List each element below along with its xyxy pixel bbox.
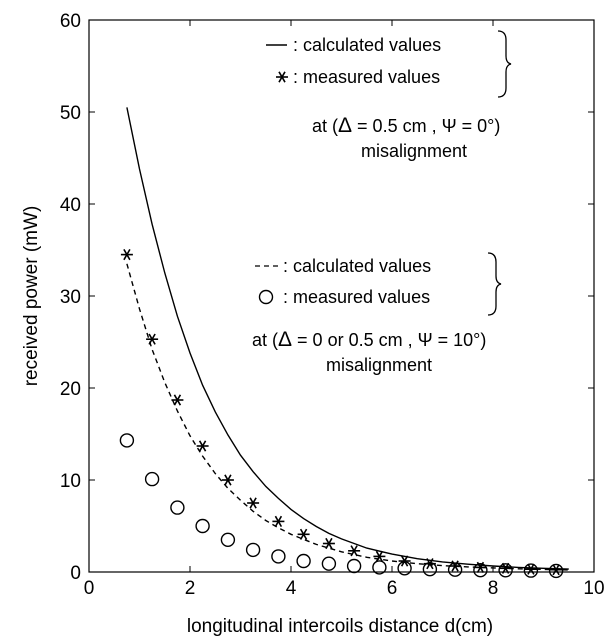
- circle-point: [321, 556, 337, 571]
- circle-point: [245, 542, 261, 558]
- y-tick-label: 10: [60, 471, 81, 492]
- circle-point: [119, 433, 135, 448]
- condition-label-2: at (Δ = 0 or 0.5 cm , Ψ = 10°): [252, 328, 486, 351]
- series-calc_psi0: [126, 107, 569, 570]
- legend-circle-icon: [258, 289, 274, 305]
- asterisk-point: [297, 528, 310, 540]
- series-meas_psi10: [119, 433, 564, 579]
- asterisk-point: [196, 440, 209, 452]
- circle-point: [372, 560, 387, 575]
- series-line-calc_psi10: [126, 263, 569, 571]
- circle-point: [523, 563, 539, 578]
- y-axis-ticks: 0 10 20 30 40 50 60: [60, 11, 594, 584]
- asterisk-point: [120, 249, 133, 261]
- condition-label-1: at (Δ = 0.5 cm , Ψ = 0°): [312, 114, 500, 137]
- y-tick-label: 50: [60, 103, 81, 124]
- circle-point: [271, 549, 286, 564]
- brace-icon: [487, 252, 502, 316]
- misalignment-label-1: misalignment: [361, 141, 467, 161]
- legend-calculated-label-1: : calculated values: [293, 35, 441, 55]
- legend-calculated-label-2: : calculated values: [283, 256, 431, 276]
- circle-point: [144, 471, 160, 487]
- x-tick-label: 4: [286, 578, 297, 599]
- legend-measured-label-2: : measured values: [283, 287, 430, 307]
- circle-point: [220, 532, 236, 547]
- asterisk-point: [272, 515, 285, 527]
- annotation-group-2: : calculated values : measured values at…: [252, 252, 502, 375]
- series-line-calc_psi0: [126, 107, 569, 570]
- misalignment-label-2: misalignment: [326, 355, 432, 375]
- asterisk-point: [398, 555, 411, 567]
- x-tick-label: 0: [84, 578, 95, 599]
- asterisk-point: [221, 474, 234, 486]
- y-tick-label: 60: [60, 11, 81, 32]
- legend-asterisk-icon: [276, 71, 288, 83]
- circle-point: [346, 558, 362, 574]
- x-axis-ticks: 0 2 4 6 8 10: [84, 20, 605, 599]
- y-tick-label: 0: [70, 563, 81, 584]
- x-tick-label: 8: [488, 578, 499, 599]
- y-axis-title: received power (mW): [21, 206, 42, 387]
- series-calc_psi10: [126, 263, 569, 571]
- circle-point: [548, 563, 564, 579]
- x-tick-label: 10: [583, 578, 604, 599]
- circle-point: [195, 518, 210, 534]
- circle-point: [447, 562, 463, 577]
- circle-point: [422, 562, 438, 577]
- series-meas_psi0: [120, 249, 563, 576]
- y-tick-label: 30: [60, 287, 81, 308]
- x-tick-label: 6: [387, 578, 398, 599]
- y-tick-label: 20: [60, 379, 81, 400]
- x-axis-title: longitudinal intercoils distance d(cm): [187, 616, 493, 637]
- circle-point: [170, 500, 185, 515]
- series-layer: [119, 107, 569, 579]
- brace-icon: [497, 30, 512, 98]
- asterisk-point: [247, 497, 260, 509]
- circle-point: [397, 561, 412, 576]
- circle-point: [473, 563, 488, 578]
- asterisk-point: [373, 550, 386, 562]
- asterisk-point: [171, 394, 184, 406]
- annotation-group-1: : calculated values : measured values at…: [266, 30, 512, 161]
- circle-point: [498, 563, 513, 578]
- circle-point: [296, 553, 311, 569]
- plot-frame: [88, 19, 595, 573]
- y-tick-label: 40: [60, 195, 81, 216]
- legend-measured-label-1: : measured values: [293, 67, 440, 87]
- x-tick-label: 2: [185, 578, 196, 599]
- asterisk-point: [322, 537, 335, 550]
